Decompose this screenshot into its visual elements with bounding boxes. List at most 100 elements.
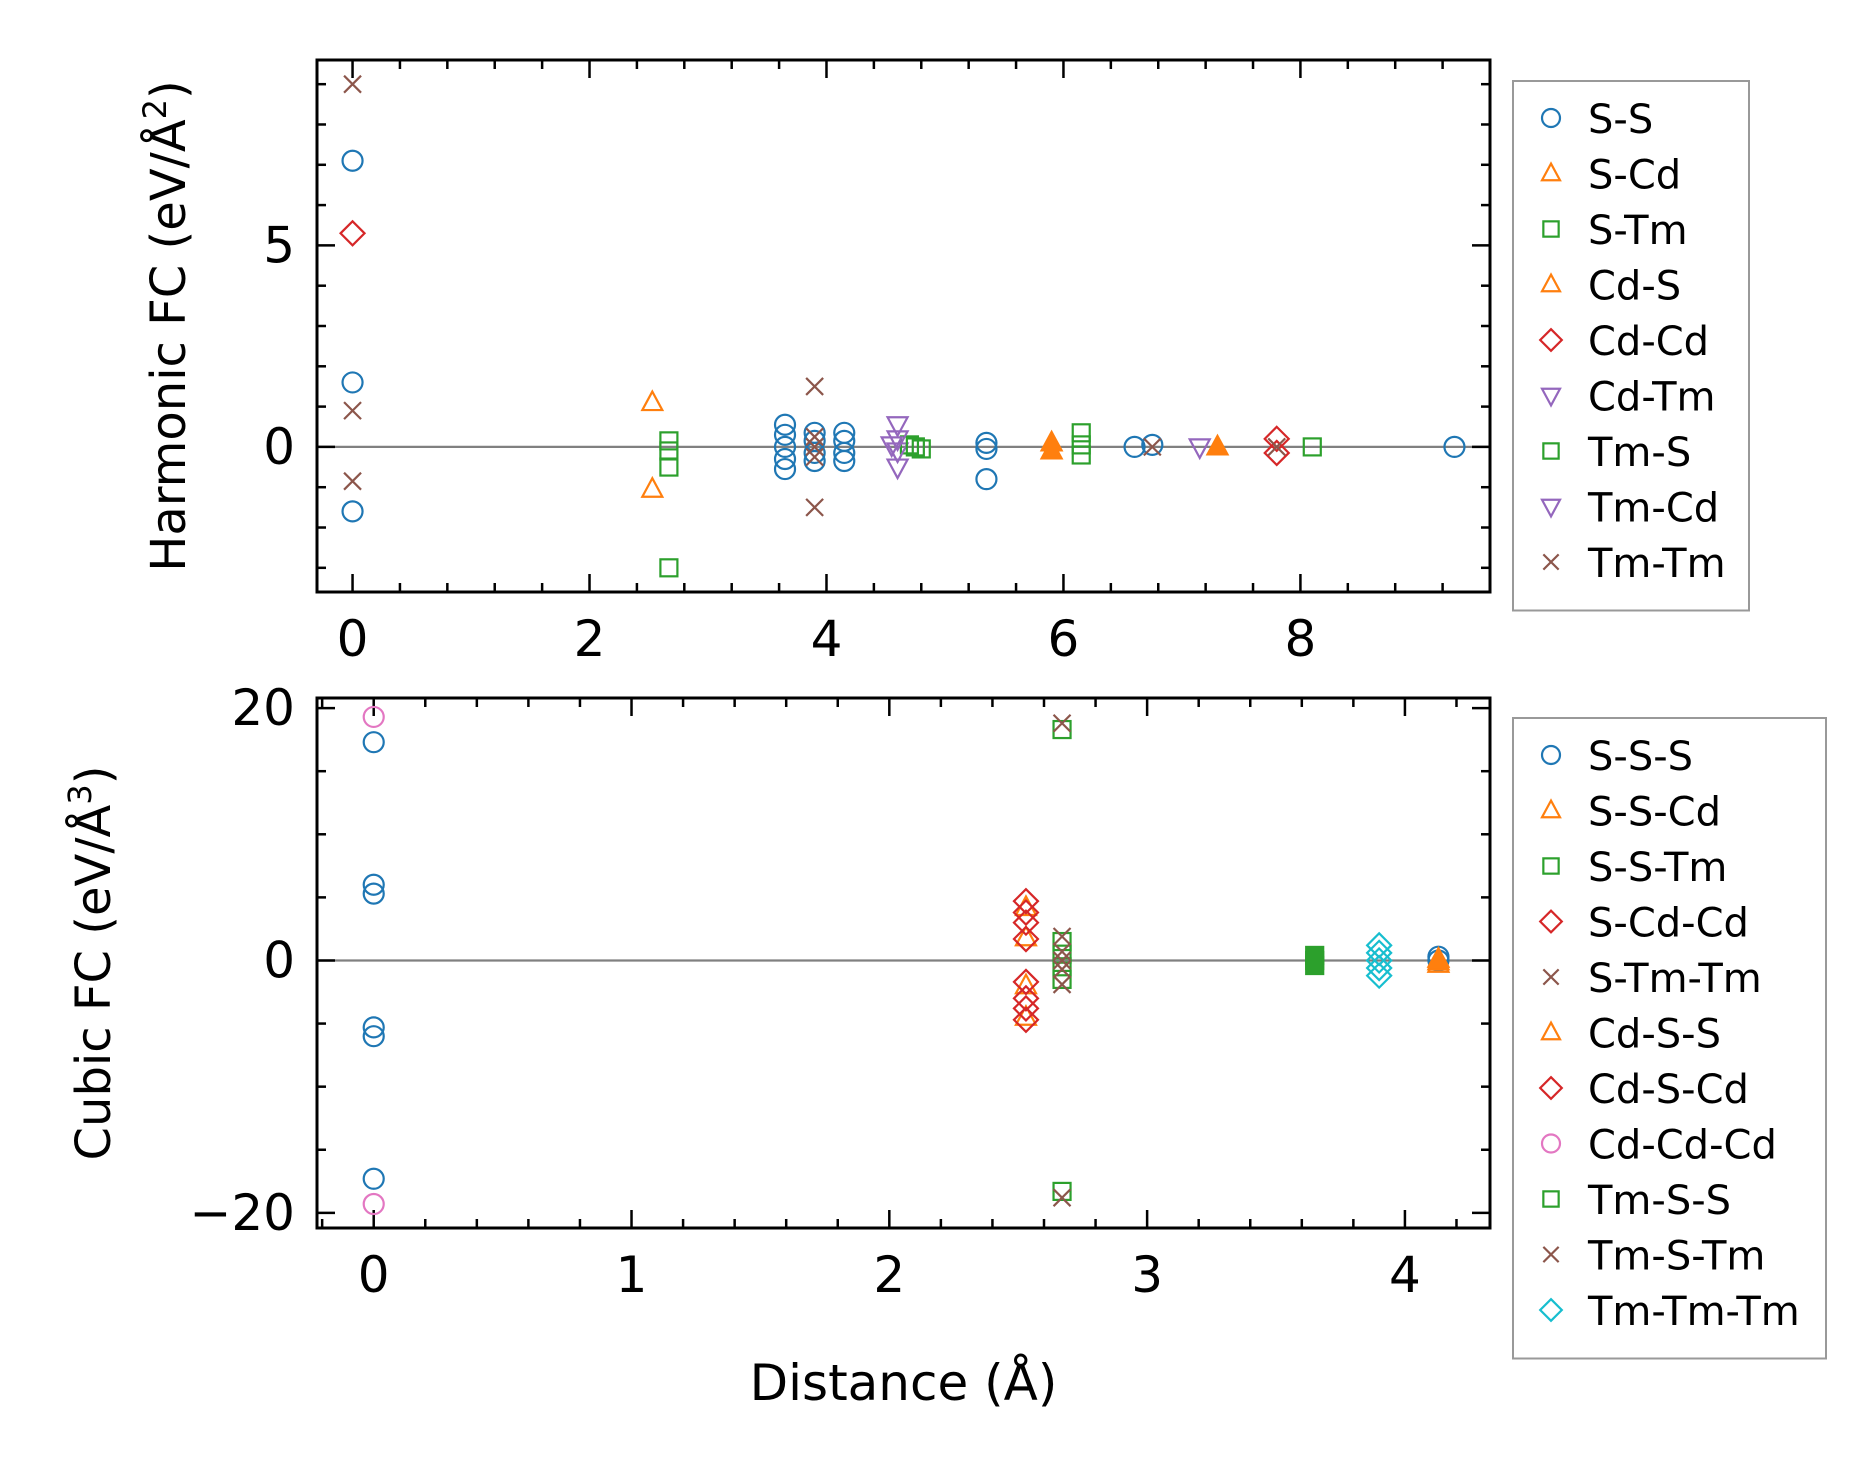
data-point [362,1025,385,1048]
data-point [879,436,904,459]
data-point [1012,968,1040,996]
data-point [885,416,910,439]
legend-marker [1540,272,1562,293]
legend-label: S-S-Tm [1588,845,1727,891]
x-tick-label: 1 [616,1246,648,1304]
series-Cd-S [1039,429,1230,460]
y-tick-label: 0 [263,931,295,989]
x-axis-label: Distance (Å) [750,1354,1058,1412]
data-point [1052,944,1072,964]
y-tick-label: 0 [263,418,295,476]
legend-label: Cd-Tm [1588,375,1715,421]
data-point [905,437,925,457]
legend-label: Tm-S [1587,430,1691,476]
data-point [343,401,362,420]
harmonic-plot-area: 0 2 4 6 8 0 5 [263,58,1492,668]
data-point [1052,975,1072,994]
data-point [1052,951,1072,970]
legend-label: Cd-S-Cd [1588,1067,1749,1113]
data-point [911,439,931,459]
data-point [659,431,679,451]
data-point [362,1167,385,1190]
legend-label: S-S-Cd [1588,790,1721,836]
data-point [975,468,998,491]
y-tick-label: 20 [231,679,295,737]
cubic-plot-area: 0 1 2 3 4 −20 0 20 [189,679,1492,1304]
y-tick-label: 5 [263,216,295,274]
legend-label: Cd-S [1588,264,1681,310]
data-point [1443,435,1466,459]
legend-label: S-Cd [1588,153,1681,199]
data-point [1012,984,1040,1012]
series-S-Cd-Cd [1012,887,1040,1034]
legend-label: S-Cd-Cd [1588,901,1749,947]
cubic-fc-panel: 0 1 2 3 4 −20 0 20 S-S-S S-S-Cd S-S-Tm S-Cd-Cd S-Tm… [61,679,1827,1412]
tick-marks [317,60,1492,592]
data-point [1052,1181,1072,1202]
data-point [1012,994,1040,1022]
legend-label: Cd-Cd-Cd [1588,1123,1777,1169]
data-point [833,441,856,465]
data-point [1263,425,1291,453]
data-point [1305,955,1325,976]
series-S-Tm [659,423,1322,578]
data-point [640,475,665,498]
harmonic-legend: S-S S-Cd S-Tm Cd-S Cd-Cd Cd-Tm Tm-S Tm-Cd Tm-Tm [1512,80,1750,612]
harmonic-fc-panel: 0 2 4 6 8 0 5 S-S S-Cd S-Tm Cd-S Cd-Cd Cd-Tm Tm-S Tm-… [136,58,1750,668]
data-point [803,441,826,465]
series-Tm-S [905,437,925,457]
legend-marker [1538,909,1564,934]
data-point [1052,713,1072,733]
legend-label: Cd-Cd [1588,319,1709,365]
data-point [1071,435,1091,455]
series-Tm-Tm-Tm [1365,931,1393,990]
legend-marker [1540,161,1562,182]
data-point [1052,931,1072,952]
data-point [773,447,797,471]
legend-marker [1538,327,1564,353]
legend-marker [1542,968,1560,986]
series-Cd-Cd [338,219,1291,467]
data-point [885,430,910,453]
x-tick-label: 3 [1131,1246,1163,1304]
data-point [1365,931,1393,959]
data-point [805,447,824,467]
x-tick-label: 6 [1048,610,1080,668]
x-tick-label: 4 [1389,1246,1421,1304]
data-point [362,705,385,729]
legend-marker [1542,553,1560,571]
data-point [338,219,367,247]
data-point [805,377,824,396]
legend-marker [1542,220,1560,238]
data-point [1123,435,1146,459]
legend-label: S-Tm [1588,208,1688,254]
data-point [1187,438,1212,461]
legend-label: S-S-S [1588,734,1693,780]
legend-label: Tm-S-Tm [1587,1234,1765,1280]
data-point [1365,946,1393,975]
data-point [1052,1188,1072,1207]
y-tick-label: −20 [189,1184,295,1242]
data-point [341,371,364,394]
x-tick-label: 2 [873,1246,905,1304]
data-point [1052,960,1072,979]
legend-marker [1540,744,1562,766]
legend-marker [1540,1133,1562,1154]
legend-label: S-S [1588,97,1653,143]
data-point [773,435,797,459]
cubic-legend: S-S-S S-S-Cd S-S-Tm S-Cd-Cd S-Tm-Tm Cd-S-S Cd-… [1512,717,1827,1360]
legend-marker [1542,1246,1560,1263]
data-point [1039,437,1064,460]
tick-marks [317,698,1490,1228]
data-point [975,431,998,454]
data-point [1012,925,1040,953]
data-point [659,457,679,477]
legend-label: Cd-S-S [1588,1012,1721,1058]
data-point [362,1192,385,1216]
data-point [1012,887,1040,915]
series-Tm-Cd [879,436,904,459]
legend-marker [1542,1190,1560,1208]
data-point [1012,1006,1040,1034]
harmonic-y-axis-label: Harmonic FC (eV/Å2) [136,80,197,572]
